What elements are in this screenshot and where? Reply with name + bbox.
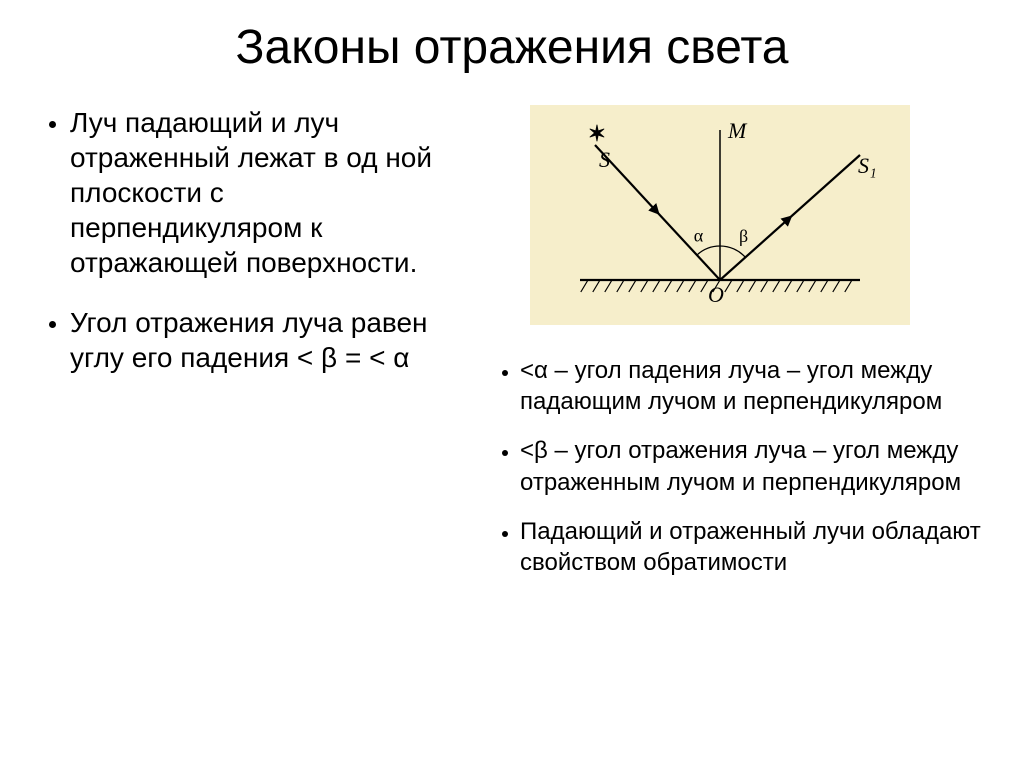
svg-text:S: S — [599, 147, 610, 172]
right-column: ✶S M S₁ Oα β <α – угол падения луча – угол м… — [490, 105, 984, 596]
page-title: Законы отражения света — [40, 20, 984, 75]
list-item: <α – угол падения луча – угол между пада… — [520, 355, 984, 417]
list-item: <β – угол отражения луча – угол между от… — [520, 435, 984, 497]
svg-text:S₁: S₁ — [858, 153, 877, 178]
right-bullet-list: <α – угол падения луча – угол между пада… — [490, 355, 984, 578]
svg-text:α: α — [694, 225, 704, 245]
svg-text:M: M — [727, 118, 748, 143]
svg-text:β: β — [739, 226, 748, 246]
svg-text:✶: ✶ — [588, 121, 606, 146]
list-item: Угол отражения луча равен углу его паден… — [70, 305, 460, 375]
svg-text:O: O — [708, 282, 724, 307]
list-item: Падающий и отраженный лучи обладают свой… — [520, 516, 984, 578]
diagram-svg: ✶S M S₁ Oα β — [530, 105, 910, 325]
left-bullet-list: Луч падающий и луч отраженный лежат в од… — [40, 105, 460, 375]
content-row: Луч падающий и луч отраженный лежат в од… — [40, 105, 984, 596]
left-column: Луч падающий и луч отраженный лежат в од… — [40, 105, 460, 596]
list-item: Луч падающий и луч отраженный лежат в од… — [70, 105, 460, 280]
reflection-diagram: ✶S M S₁ Oα β — [530, 105, 910, 325]
